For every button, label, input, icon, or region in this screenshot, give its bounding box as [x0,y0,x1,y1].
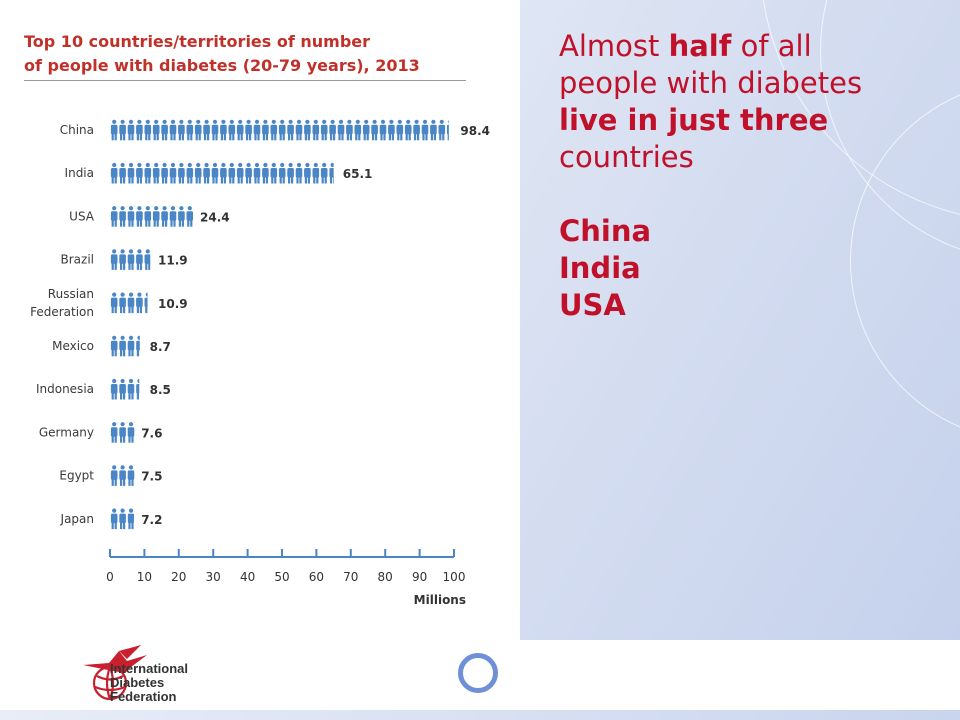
category-label: Federation [30,305,94,319]
data-label: 65.1 [343,167,373,181]
message-text: of all [731,29,812,63]
x-tick-label: 60 [309,570,324,584]
data-label: 10.9 [158,297,188,311]
idf-hummingbird-logo-icon [83,645,147,701]
chart-title: Top 10 countries/territories of number o… [24,30,484,78]
category-label: Brazil [61,253,95,267]
message-line-4: countries [559,140,694,174]
category-label: Mexico [52,339,94,353]
category-label: USA [69,209,95,223]
x-tick-label: 100 [443,570,466,584]
country-list-item: India [559,251,641,285]
bar-pictogram-row [110,206,194,227]
category-label: Russian [48,287,94,301]
country-list-item: China [559,214,652,248]
x-tick-label: 90 [412,570,427,584]
category-label: Egypt [59,469,94,483]
country-list: China India USA [559,213,939,324]
x-tick-label: 0 [106,570,114,584]
key-message: Almost half of all people with diabetes … [559,28,939,324]
chart-title-line-2: of people with diabetes (20-79 years), 2… [24,56,420,75]
blue-circle-icon [458,653,498,693]
data-label: 98.4 [460,124,490,138]
x-tick-label: 70 [343,570,358,584]
chart-title-line-1: Top 10 countries/territories of number [24,32,371,51]
x-axis-label: Millions [414,593,466,607]
x-tick-label: 30 [206,570,221,584]
x-tick-label: 80 [378,570,393,584]
message-panel [520,0,960,640]
bar-pictogram-row [110,119,449,141]
title-divider [24,80,466,81]
bar-pictogram-row [110,465,135,486]
x-tick-label: 10 [137,570,152,584]
category-label: Indonesia [36,382,94,396]
x-tick-label: 20 [171,570,186,584]
message-emphasis-half: half [668,29,732,63]
message-line-2: people with diabetes [559,66,863,100]
bar-pictogram-row [110,422,135,443]
country-list-item: USA [559,288,626,322]
category-label: Japan [60,512,94,526]
message-text: Almost [559,29,669,63]
category-label: China [60,123,94,137]
data-label: 8.7 [150,340,171,354]
message-line-1: Almost half of all [559,28,939,65]
bar-pictogram-row [110,378,140,400]
footer-band [0,710,960,720]
category-label: Germany [39,425,94,439]
logo-line-3: Federation [110,689,177,704]
logo-line-2: Diabetes [110,675,165,690]
bar-pictogram-row [110,335,140,357]
category-label: India [65,166,94,180]
chart-panel: Top 10 countries/territories of number o… [0,0,520,640]
bar-pictogram-row [110,292,148,314]
bar-pictogram-row [110,162,334,184]
data-label: 24.4 [200,210,230,224]
x-tick-label: 50 [274,570,289,584]
bar-pictogram-row [110,508,134,530]
data-label: 7.6 [141,426,162,440]
data-label: 7.2 [141,513,162,527]
pictogram-chart: China 98.4 India 65.1 USA 24.4 Brazil 11.9 Russi… [30,119,490,607]
data-label: 7.5 [141,470,162,484]
data-label: 8.5 [150,383,171,397]
x-tick-label: 40 [240,570,255,584]
data-label: 11.9 [158,254,188,268]
idf-wordmark: International Diabetes Federation [110,662,188,704]
bar-pictogram-row [110,249,151,270]
message-line-3: live in just three [559,103,829,137]
logo-line-1: International [110,661,189,676]
